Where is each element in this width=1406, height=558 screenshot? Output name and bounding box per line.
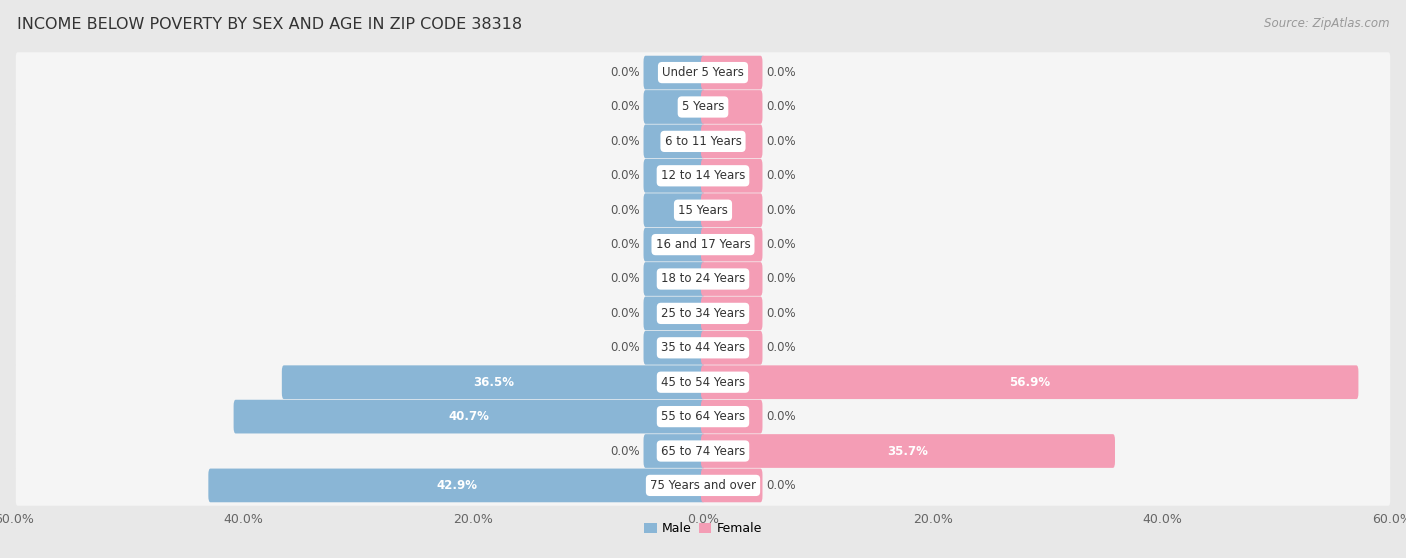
Text: 55 to 64 Years: 55 to 64 Years [661,410,745,423]
Text: 0.0%: 0.0% [766,66,796,79]
Text: 56.9%: 56.9% [1010,376,1050,389]
Text: 40.7%: 40.7% [449,410,489,423]
FancyBboxPatch shape [15,52,1391,93]
FancyBboxPatch shape [15,328,1391,368]
Text: 0.0%: 0.0% [766,272,796,286]
Text: 16 and 17 Years: 16 and 17 Years [655,238,751,251]
FancyBboxPatch shape [208,469,704,502]
Text: 0.0%: 0.0% [610,307,640,320]
Text: 0.0%: 0.0% [766,307,796,320]
FancyBboxPatch shape [702,262,762,296]
FancyBboxPatch shape [702,365,1358,399]
Text: 0.0%: 0.0% [766,238,796,251]
FancyBboxPatch shape [644,331,704,365]
Text: 0.0%: 0.0% [610,272,640,286]
Text: Source: ZipAtlas.com: Source: ZipAtlas.com [1264,17,1389,30]
FancyBboxPatch shape [644,193,704,227]
Text: 15 Years: 15 Years [678,204,728,217]
FancyBboxPatch shape [702,90,762,124]
FancyBboxPatch shape [702,228,762,262]
FancyBboxPatch shape [702,434,1115,468]
Text: 0.0%: 0.0% [766,341,796,354]
Text: 35.7%: 35.7% [887,445,928,458]
FancyBboxPatch shape [702,296,762,330]
FancyBboxPatch shape [15,396,1391,437]
Text: 6 to 11 Years: 6 to 11 Years [665,135,741,148]
FancyBboxPatch shape [644,124,704,158]
FancyBboxPatch shape [644,90,704,124]
Legend: Male, Female: Male, Female [640,517,766,540]
FancyBboxPatch shape [15,156,1391,196]
Text: 5 Years: 5 Years [682,100,724,113]
FancyBboxPatch shape [15,293,1391,334]
Text: 0.0%: 0.0% [610,204,640,217]
Text: 0.0%: 0.0% [610,169,640,182]
Text: 0.0%: 0.0% [766,135,796,148]
Text: INCOME BELOW POVERTY BY SEX AND AGE IN ZIP CODE 38318: INCOME BELOW POVERTY BY SEX AND AGE IN Z… [17,17,522,32]
FancyBboxPatch shape [644,56,704,89]
FancyBboxPatch shape [15,86,1391,127]
FancyBboxPatch shape [702,469,762,502]
FancyBboxPatch shape [15,465,1391,506]
Text: 12 to 14 Years: 12 to 14 Years [661,169,745,182]
FancyBboxPatch shape [15,224,1391,265]
FancyBboxPatch shape [702,124,762,158]
FancyBboxPatch shape [233,400,704,434]
FancyBboxPatch shape [644,434,704,468]
FancyBboxPatch shape [702,56,762,89]
FancyBboxPatch shape [15,362,1391,402]
FancyBboxPatch shape [281,365,704,399]
Text: 25 to 34 Years: 25 to 34 Years [661,307,745,320]
Text: 0.0%: 0.0% [610,445,640,458]
Text: 45 to 54 Years: 45 to 54 Years [661,376,745,389]
Text: 42.9%: 42.9% [436,479,477,492]
Text: 0.0%: 0.0% [766,479,796,492]
FancyBboxPatch shape [15,121,1391,162]
Text: Under 5 Years: Under 5 Years [662,66,744,79]
Text: 65 to 74 Years: 65 to 74 Years [661,445,745,458]
Text: 0.0%: 0.0% [766,100,796,113]
FancyBboxPatch shape [702,400,762,434]
FancyBboxPatch shape [15,190,1391,230]
FancyBboxPatch shape [644,228,704,262]
Text: 35 to 44 Years: 35 to 44 Years [661,341,745,354]
Text: 0.0%: 0.0% [610,66,640,79]
Text: 0.0%: 0.0% [610,135,640,148]
FancyBboxPatch shape [702,193,762,227]
Text: 75 Years and over: 75 Years and over [650,479,756,492]
Text: 18 to 24 Years: 18 to 24 Years [661,272,745,286]
Text: 36.5%: 36.5% [472,376,515,389]
FancyBboxPatch shape [644,262,704,296]
FancyBboxPatch shape [644,159,704,193]
FancyBboxPatch shape [702,159,762,193]
FancyBboxPatch shape [15,431,1391,472]
FancyBboxPatch shape [15,259,1391,299]
Text: 0.0%: 0.0% [766,204,796,217]
Text: 0.0%: 0.0% [766,169,796,182]
Text: 0.0%: 0.0% [610,238,640,251]
Text: 0.0%: 0.0% [610,341,640,354]
Text: 0.0%: 0.0% [610,100,640,113]
FancyBboxPatch shape [702,331,762,365]
Text: 0.0%: 0.0% [766,410,796,423]
FancyBboxPatch shape [644,296,704,330]
